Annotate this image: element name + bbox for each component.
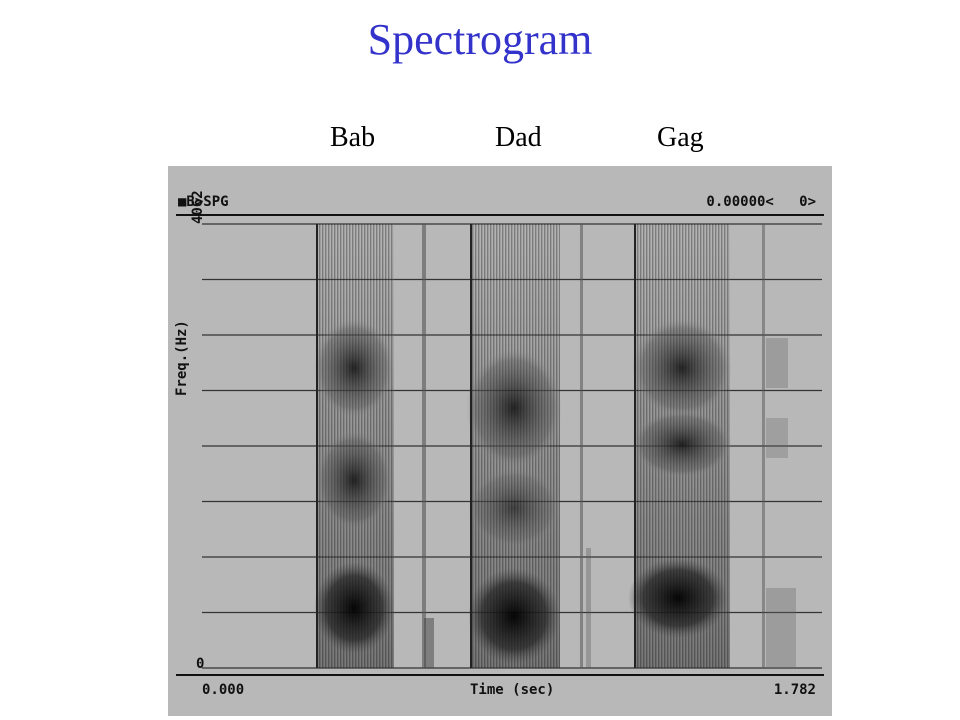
footer-divider: [176, 674, 824, 676]
display-header-right: 0.00000< 0>: [706, 194, 816, 210]
y-axis-min: 0: [196, 656, 205, 672]
page-title: Spectrogram: [367, 15, 593, 64]
x-axis-min: 0.000: [202, 682, 245, 698]
spectrogram-syllable-dad: [466, 224, 562, 668]
display-header-left: ■B>SPG: [178, 194, 229, 210]
word-label-bab: Bab: [330, 122, 376, 153]
word-label-gag: Gag: [657, 122, 704, 153]
word-label-dad: Dad: [495, 122, 542, 153]
x-axis-max: 1.782: [773, 682, 816, 698]
spectrogram-frame: ■B>SPG 0.00000< 0> 4062 Freq.(Hz) 0: [168, 166, 832, 716]
x-axis-label: Time (sec): [470, 682, 555, 698]
y-axis-label: Freq.(Hz): [174, 320, 190, 396]
spectrogram-plot: [202, 223, 822, 669]
header-divider: [176, 214, 824, 216]
spectrogram-burst-g: [762, 224, 796, 668]
spectrogram-burst-d: [580, 224, 591, 668]
spectrogram-burst-b: [422, 224, 434, 668]
spectrogram-syllable-gag: [628, 224, 732, 668]
spectrogram-syllable-bab: [314, 224, 394, 668]
